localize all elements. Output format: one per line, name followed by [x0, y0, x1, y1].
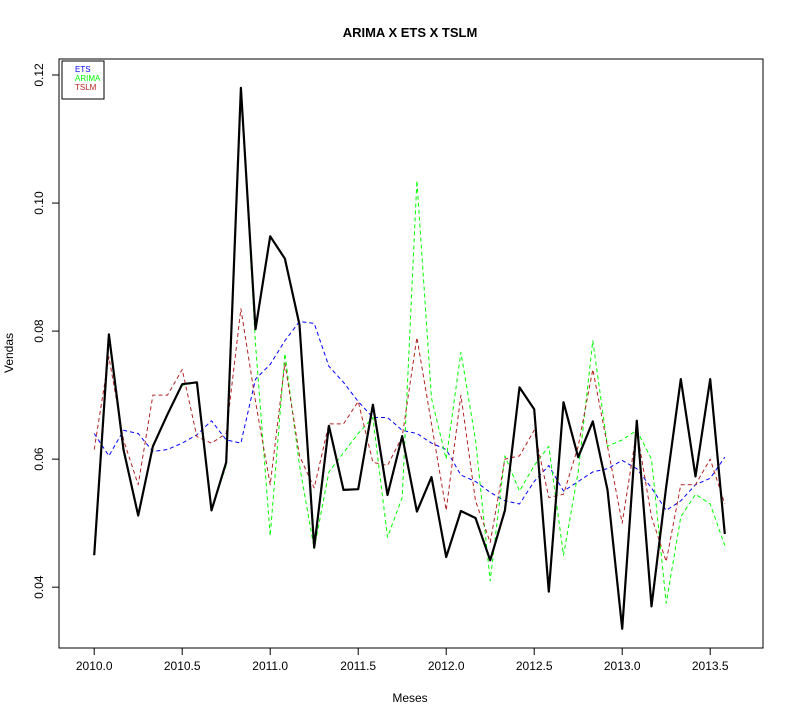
series-line-observed: [93, 86, 726, 630]
x-tick-label: 2012.5: [516, 659, 553, 673]
legend-entry-arima: ARIMA: [75, 74, 101, 83]
x-tick-label: 2013.0: [604, 659, 641, 673]
x-axis-label: Meses: [392, 691, 427, 705]
y-tick-label: 0.06: [32, 447, 46, 471]
x-tick-label: 2013.5: [692, 659, 729, 673]
x-tick-label: 2011.5: [340, 659, 376, 673]
chart-title: ARIMA X ETS X TSLM: [343, 25, 478, 40]
legend-entry-tslm: TSLM: [75, 83, 97, 92]
x-tick-label: 2011.0: [252, 659, 288, 673]
x-tick-label: 2012.0: [428, 659, 465, 673]
x-axis: 2010.0 2010.5 2011.0 2011.5 2012.0 2012.5 2013…: [76, 647, 729, 673]
legend-entry-ets: ETS: [75, 65, 91, 74]
x-tick-label: 2010.5: [164, 659, 201, 673]
y-tick-label: 0.04: [32, 575, 46, 599]
series-line-ets: [93, 321, 726, 511]
y-tick-label: 0.08: [32, 319, 46, 343]
series-line-tslm: [93, 308, 726, 563]
y-tick-label: 0.12: [32, 63, 46, 87]
y-tick-label: 0.10: [32, 191, 46, 215]
y-axis: 0.04 0.06 0.08 0.10 0.12: [32, 63, 60, 599]
x-tick-label: 2010.0: [76, 659, 113, 673]
legend-box: [61, 60, 105, 100]
series-layer: [93, 86, 726, 630]
y-axis-label: Vendas: [2, 333, 16, 373]
